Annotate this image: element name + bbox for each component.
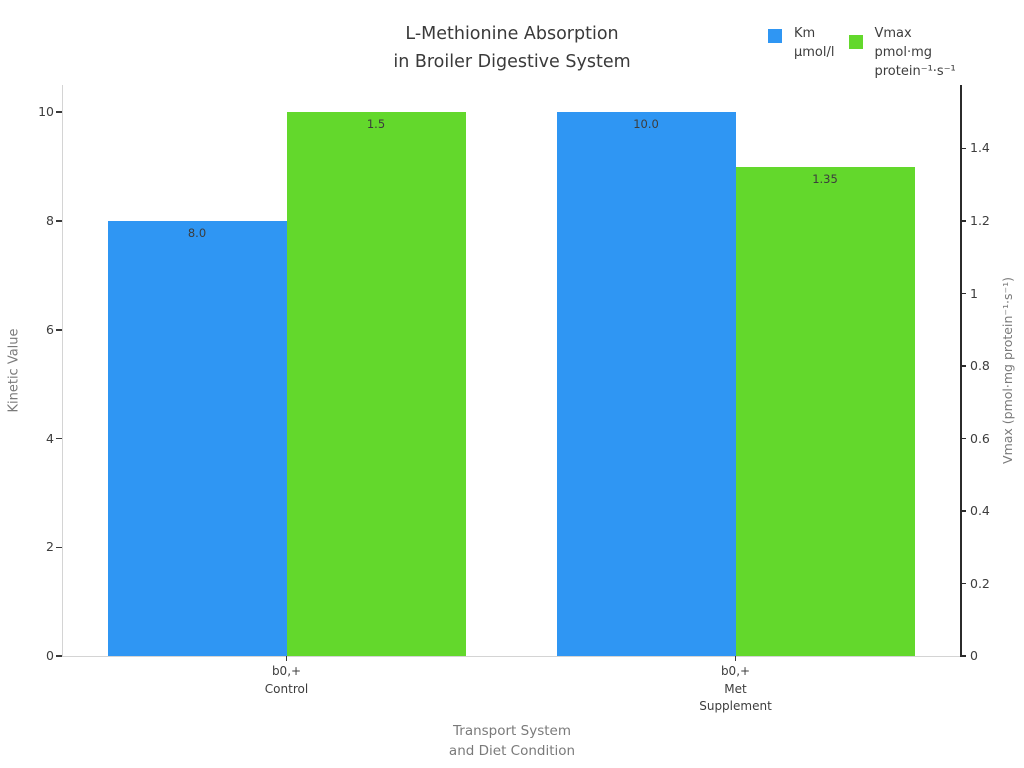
chart-title: L-Methionine Absorption in Broiler Diges… [393, 24, 631, 72]
y-axis-right-tick [960, 655, 966, 657]
x-axis-category-label: b0,+ Met Supplement [699, 664, 772, 713]
y-axis-left-tick [56, 111, 62, 113]
y-axis-right-tick [960, 292, 966, 295]
vmax-swatch-icon [848, 35, 863, 49]
y-axis-left-tick-label: 4 [46, 430, 54, 446]
y-axis-left-tick-label: 2 [46, 539, 54, 555]
bar-value-label: 1.5 [366, 117, 386, 132]
x-axis-category-label: b0,+ Control [264, 664, 309, 696]
y-axis-right-tick-label: 0 [970, 648, 978, 663]
bar-vmax-0 [286, 112, 466, 656]
bottom-axis-spine [62, 656, 961, 657]
y-axis-label-left: Kinetic Value [6, 327, 22, 413]
x-axis-tick [734, 656, 737, 661]
legend-item-vmax: Vmax pmol·mg protein⁻¹·s⁻¹ [848, 24, 956, 81]
y-axis-left-tick [56, 546, 62, 548]
y-axis-right-tick [960, 147, 966, 150]
bar-value-label: 1.35 [812, 171, 838, 186]
y-axis-right-tick [960, 365, 966, 367]
y-axis-left-tick [56, 220, 62, 222]
bar-km-1 [556, 112, 736, 656]
y-axis-right-tick [960, 437, 966, 440]
y-axis-left-tick-label: 8 [46, 213, 54, 228]
legend-item-label: Km μmol/l [794, 26, 835, 60]
y-axis-left-tick [56, 437, 62, 440]
km-swatch-icon [768, 29, 782, 43]
y-axis-right-tick [960, 220, 966, 222]
y-axis-right-tick-label: 1.4 [970, 140, 990, 156]
legend-item-km: Km μmol/l [768, 24, 835, 62]
y-axis-left-tick [56, 655, 62, 657]
y-axis-right-tick-label: 1 [970, 285, 978, 301]
x-axis-tick [285, 656, 288, 661]
y-axis-right-tick-label: 0.8 [970, 358, 990, 373]
legend-item-label: Vmax pmol·mg protein⁻¹·s⁻¹ [874, 26, 956, 79]
bar-value-label: 10.0 [633, 117, 659, 132]
bar-value-label: 8.0 [187, 226, 207, 240]
y-axis-right-tick [960, 510, 966, 512]
y-axis-right-tick-label: 0.6 [970, 430, 990, 446]
x-axis-label: Transport System and Diet Condition [448, 723, 576, 759]
bar-vmax-1 [735, 166, 915, 656]
y-axis-left-tick-label: 6 [46, 321, 54, 337]
bar-km-0 [107, 221, 287, 656]
left-axis-spine [62, 85, 63, 657]
y-axis-right-tick-label: 1.2 [970, 213, 990, 228]
legend: Km μmol/l Vmax pmol·mg protein⁻¹·s⁻¹ [768, 24, 956, 81]
y-axis-right-tick-label: 0.2 [970, 575, 990, 591]
y-axis-right-tick-label: 0.4 [970, 503, 990, 518]
y-axis-left-tick [56, 329, 62, 331]
y-axis-left-tick-label: 10 [38, 104, 54, 120]
right-axis-spine [960, 85, 962, 657]
y-axis-left-tick-label: 0 [46, 648, 54, 663]
y-axis-right-tick [960, 582, 966, 585]
